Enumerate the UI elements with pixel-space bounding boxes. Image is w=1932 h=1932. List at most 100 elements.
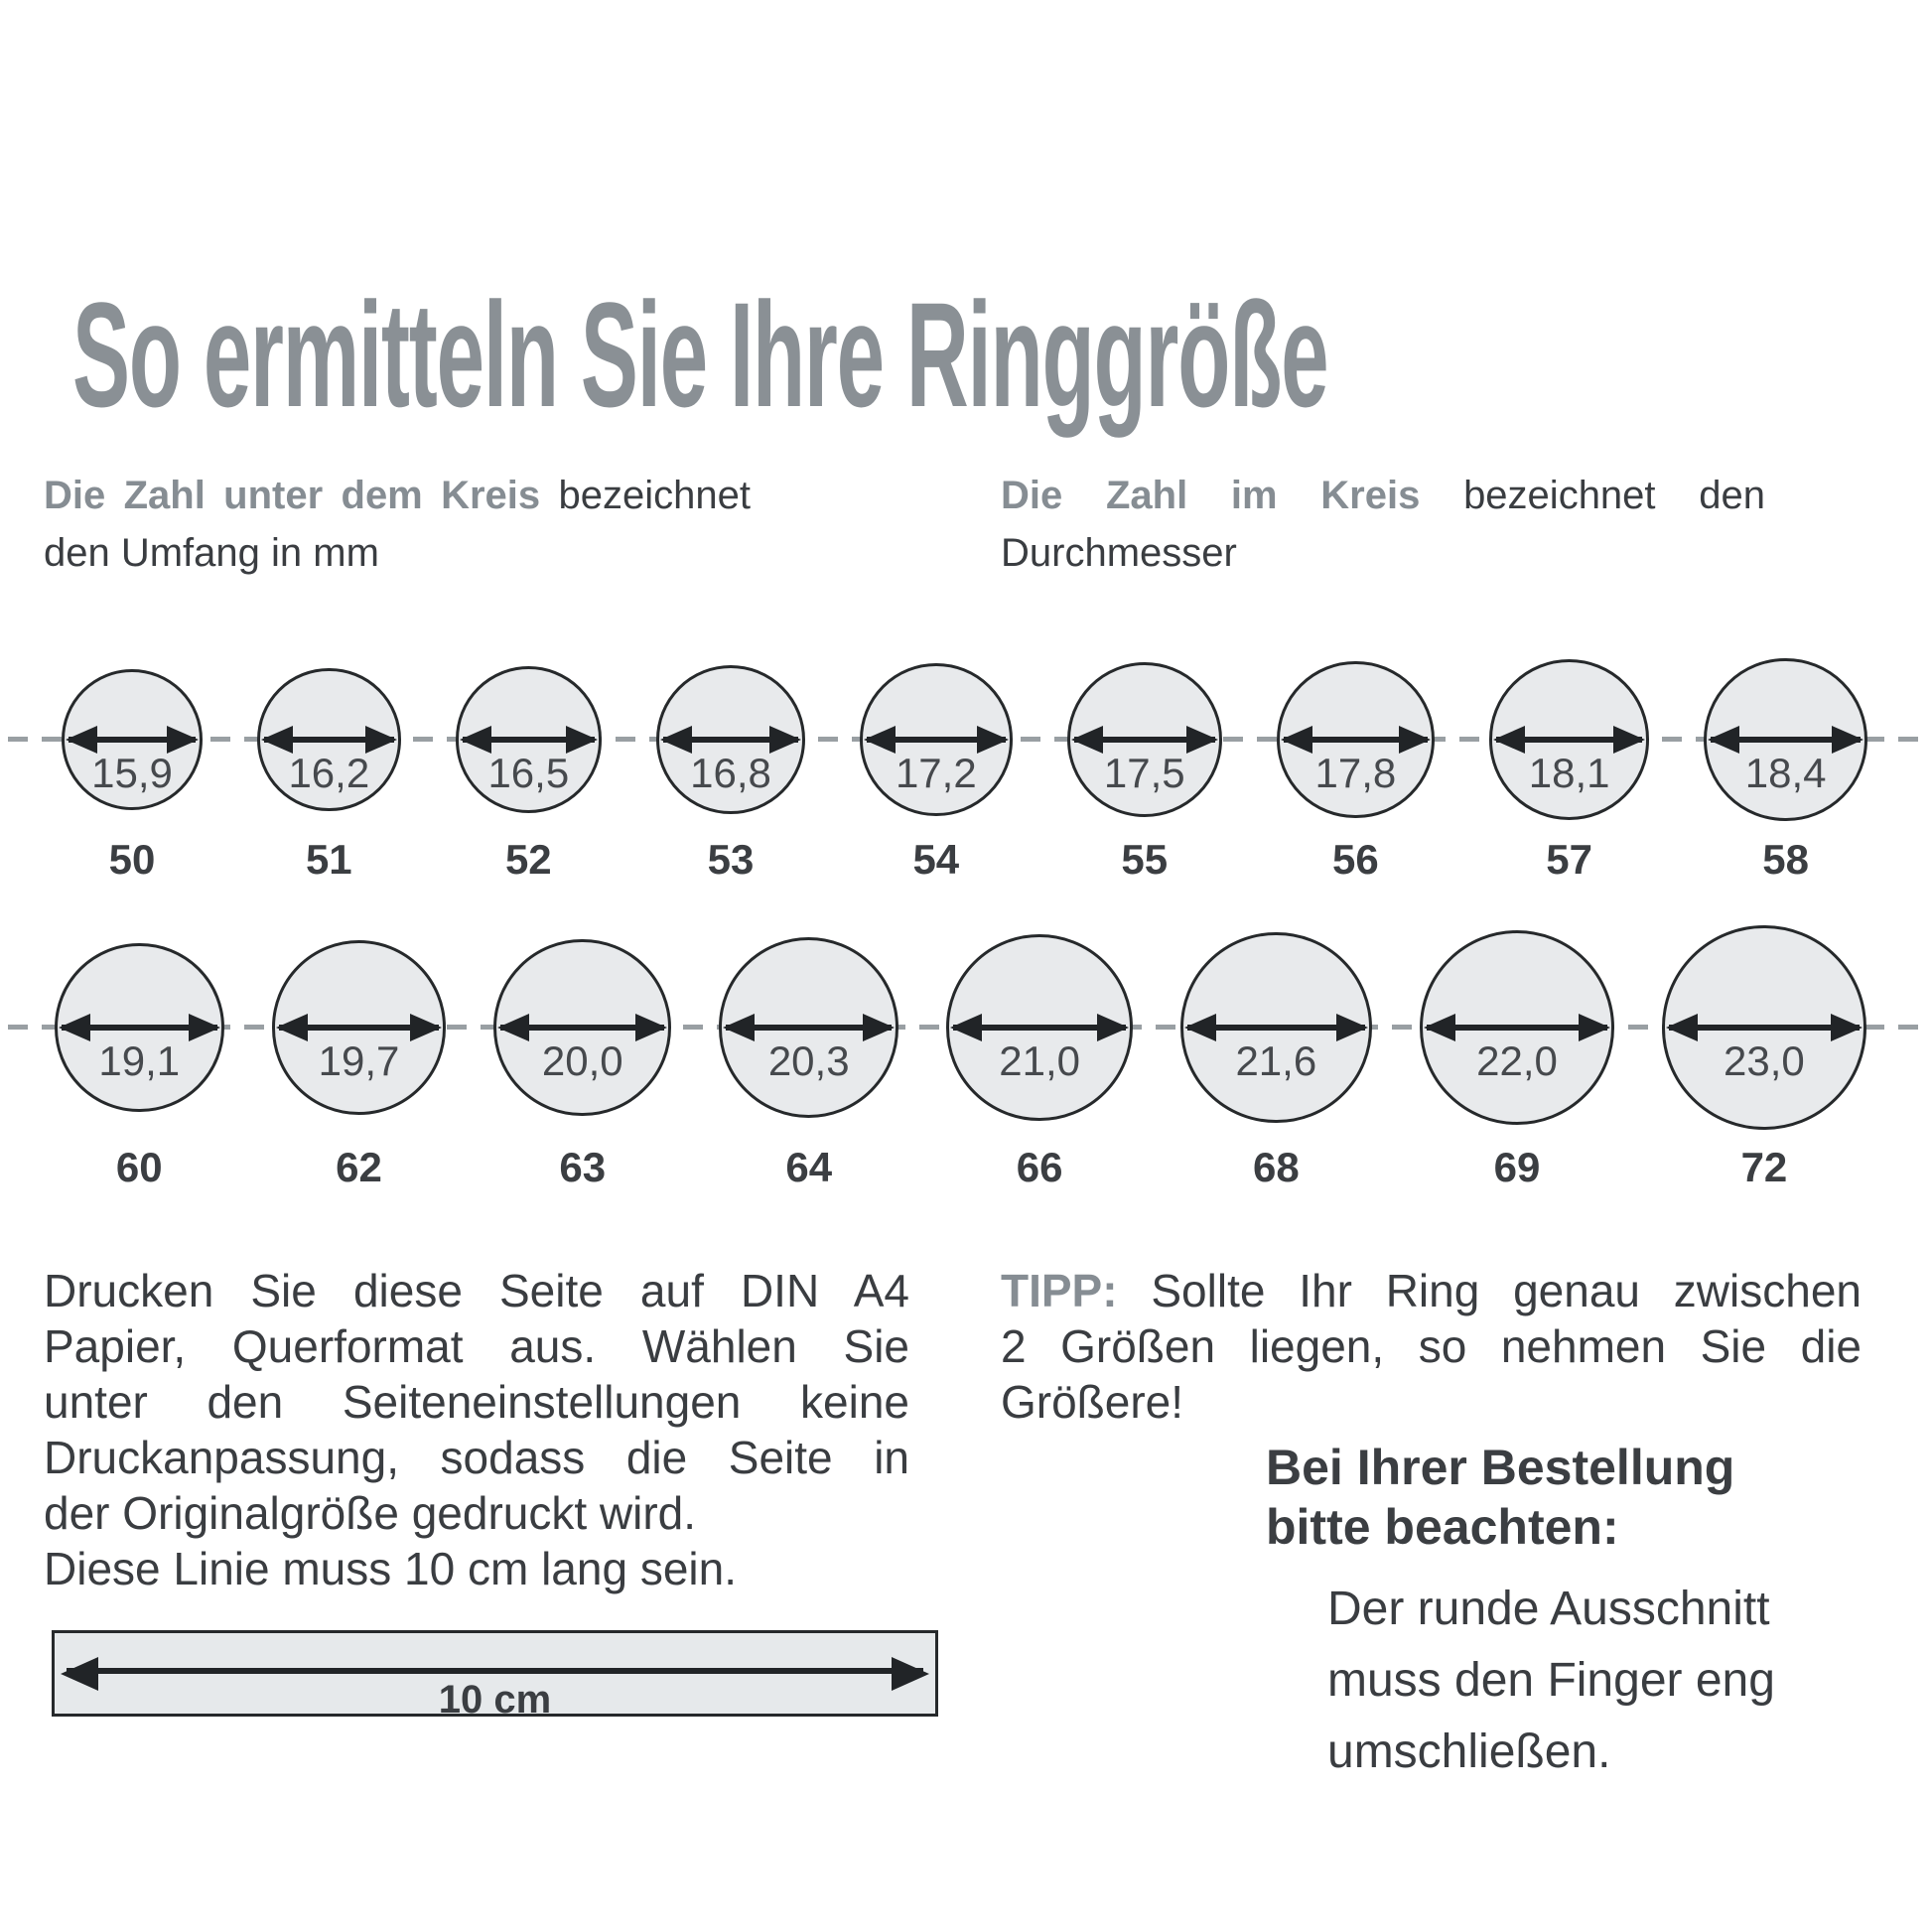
diameter-value: 22,0 (1476, 1036, 1558, 1084)
ruler-instruction: Diese Linie muss 10 cm lang sein. (44, 1543, 737, 1594)
legend-circumference-line2: den Umfang in mm (44, 531, 379, 575)
arrowhead-left-icon (459, 725, 491, 754)
diameter-value: 20,3 (767, 1036, 850, 1084)
ring-size-circle: 16,5 (455, 666, 602, 813)
arrowhead-right-icon (635, 1013, 668, 1041)
ring-size-label: 54 (912, 836, 960, 883)
order-note-body-line: umschließen. (1327, 1725, 1611, 1778)
page-title: So ermitteln Sie Ihre Ringgröße (72, 271, 1329, 438)
diameter-arrow (69, 736, 196, 743)
arrowhead-right-icon (769, 725, 801, 754)
arrowhead-left-icon (1183, 1013, 1216, 1041)
ring-size-label: 62 (336, 1144, 382, 1190)
diameter-arrow (1669, 1024, 1860, 1031)
print-instructions-paragraph-line: Druckanpassung, sodass die Seite in (44, 1432, 909, 1483)
arrowhead-left-icon (1666, 1013, 1699, 1041)
ring-size-label: 58 (1762, 836, 1809, 883)
arrowhead-left-icon (275, 1013, 308, 1041)
arrowhead-right-icon (565, 725, 598, 754)
legend-diameter: Die Zahl im Kreis bezeichnet den Durchme… (1001, 467, 1765, 582)
ring-size-circle: 20,0 (493, 938, 672, 1117)
arrowhead-left-icon (59, 1013, 90, 1041)
order-note-heading-line: bitte beachten: (1266, 1499, 1619, 1555)
ring-size-circle: 15,9 (62, 669, 203, 810)
arrowhead-right-icon (1613, 725, 1646, 754)
ring-size-label: 50 (108, 836, 156, 883)
print-instructions-paragraph-line: der Originalgröße gedruckt wird. (44, 1487, 697, 1539)
arrowhead-right-icon (1185, 725, 1218, 754)
arrowhead-left-icon (1423, 1013, 1455, 1041)
diameter-arrow (62, 1024, 217, 1031)
diameter-value: 21,0 (999, 1036, 1080, 1084)
ring-size-label: 66 (1016, 1144, 1063, 1190)
ring-size-label: 63 (559, 1144, 607, 1190)
ring-size-label: 69 (1493, 1144, 1541, 1190)
arrowhead-left-icon (1070, 725, 1103, 754)
tip-label: TIPP: (1001, 1265, 1118, 1316)
tip-remaining-lines: 2 Größen liegen, so nehmen Sie die Größer… (1001, 1318, 1862, 1430)
ruler-label: 10 cm (438, 1677, 552, 1722)
tip-first-line: TIPP: Sollte Ihr Ring genau zwischen (1001, 1263, 1862, 1318)
diameter-value: 16,8 (690, 749, 771, 796)
print-instructions-paragraph-line: unter den Seiteneinstellungen keine (44, 1376, 909, 1428)
legend-diameter-normal: bezeichnet den (1463, 474, 1765, 517)
ring-size-label: 57 (1546, 836, 1593, 883)
order-note-body: Der runde Ausschnitt muss den Finger eng u… (1327, 1574, 1775, 1788)
tip-remaining-lines-line: 2 Größen liegen, so nehmen Sie die (1001, 1320, 1862, 1372)
arrowhead-right-icon (410, 1013, 443, 1041)
arrowhead-right-icon (188, 1013, 220, 1041)
diameter-value: 15,9 (91, 749, 173, 796)
arrowhead-right-icon (976, 725, 1009, 754)
arrowhead-left-icon (950, 1013, 983, 1041)
diameter-arrow (1711, 736, 1861, 743)
arrowhead-right-icon (1831, 725, 1863, 754)
legend-circumference: Die Zahl unter dem Kreis bezeichnet den … (44, 467, 751, 582)
arrowhead-left-icon (66, 725, 97, 754)
arrowhead-left-icon (260, 725, 293, 754)
ring-size-circle: 17,2 (860, 663, 1013, 816)
arrowhead-right-icon (1398, 725, 1431, 754)
diameter-value: 16,5 (487, 749, 570, 796)
arrowhead-right-icon (1096, 1013, 1129, 1041)
order-note-heading: Bei Ihrer Bestellung bitte beachten: (1266, 1438, 1734, 1557)
ring-size-circle: 18,4 (1704, 657, 1867, 822)
ring-size-circle: 19,1 (55, 942, 224, 1113)
ring-size-label: 53 (707, 836, 755, 883)
arrowhead-left-icon (1708, 725, 1740, 754)
diameter-value: 20,0 (541, 1036, 623, 1084)
ring-size-circle: 19,7 (271, 940, 447, 1115)
print-instructions-paragraph-line: Drucken Sie diese Seite auf DIN A4 (44, 1265, 909, 1316)
ring-size-label: 51 (305, 836, 352, 883)
ring-size-circle: 21,6 (1179, 931, 1372, 1124)
legend-circumference-line1: Die Zahl unter dem Kreis bezeichnet (44, 467, 751, 524)
ring-size-circle: 16,2 (256, 667, 401, 812)
diameter-value: 18,4 (1744, 749, 1827, 796)
ring-size-circle: 23,0 (1662, 925, 1866, 1130)
diameter-arrow (953, 1024, 1126, 1031)
ruler-arrowhead-right-icon (892, 1656, 929, 1691)
arrowhead-left-icon (497, 1013, 530, 1041)
ring-size-circle: 20,3 (719, 937, 899, 1118)
diameter-arrow (867, 736, 1006, 743)
legend-circumference-normal: bezeichnet (558, 474, 751, 517)
diameter-arrow (726, 1024, 893, 1031)
diameter-arrow (462, 736, 595, 743)
diameter-arrow (1283, 736, 1428, 743)
diameter-value: 21,6 (1235, 1036, 1317, 1084)
print-instructions: Drucken Sie diese Seite auf DIN A4 Papier… (44, 1263, 909, 1596)
diameter-value: 18,1 (1528, 749, 1610, 796)
diameter-arrow (1426, 1024, 1608, 1031)
arrowhead-left-icon (659, 725, 692, 754)
diameter-value: 19,7 (318, 1036, 400, 1084)
ring-size-label: 56 (1332, 836, 1379, 883)
diameter-arrow (662, 736, 798, 743)
diameter-value: 23,0 (1724, 1036, 1805, 1084)
arrowhead-right-icon (1579, 1013, 1611, 1041)
diameter-arrow (500, 1024, 665, 1031)
tip-first-line-text: Sollte Ihr Ring genau zwischen (1151, 1265, 1862, 1316)
diameter-value: 16,2 (288, 749, 370, 796)
arrowhead-right-icon (1335, 1013, 1368, 1041)
ruler-arrow (67, 1667, 923, 1674)
legend-diameter-line1: Die Zahl im Kreis bezeichnet den (1001, 467, 1765, 524)
diameter-value: 17,2 (895, 749, 977, 796)
